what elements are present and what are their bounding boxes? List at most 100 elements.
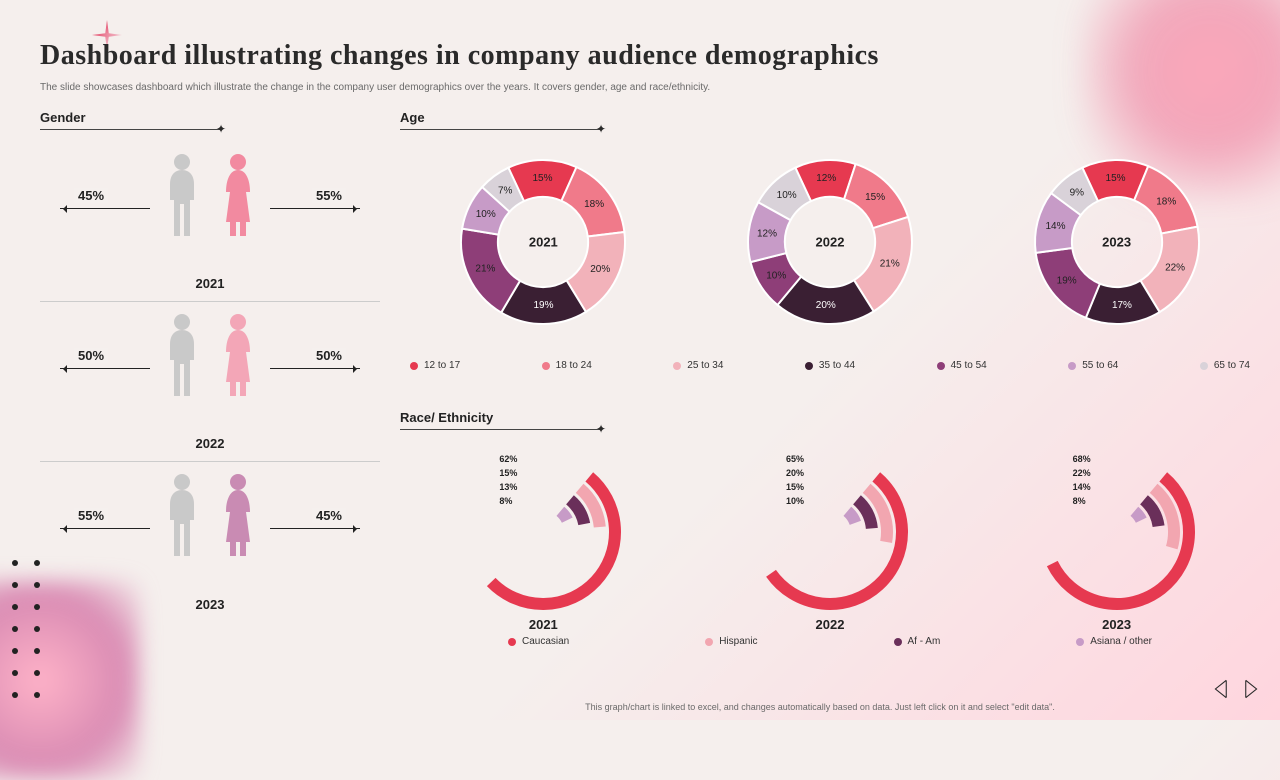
age-donut-year: 2021 bbox=[529, 235, 558, 250]
female-pct: 50% bbox=[312, 348, 346, 363]
svg-text:22%: 22% bbox=[1165, 262, 1185, 273]
race-title: Race/ Ethnicity bbox=[400, 410, 1260, 425]
age-donut: 15% 18% 20% 19% 21% 10% 7% 2021 bbox=[433, 142, 653, 342]
age-legend-item: 35 to 44 bbox=[805, 360, 855, 371]
age-rule bbox=[400, 129, 600, 130]
race-chart: 65%20%15%10% 2022 bbox=[720, 442, 940, 632]
svg-text:18%: 18% bbox=[584, 199, 604, 210]
legend-dot bbox=[1068, 362, 1076, 370]
slide-nav bbox=[1210, 676, 1262, 702]
male-icon bbox=[160, 312, 204, 405]
legend-dot bbox=[542, 362, 550, 370]
svg-text:15%: 15% bbox=[1105, 173, 1125, 184]
legend-dot bbox=[937, 362, 945, 370]
male-pct: 55% bbox=[74, 508, 108, 523]
legend-label: Af - Am bbox=[908, 636, 941, 647]
female-pct: 45% bbox=[312, 508, 346, 523]
legend-dot bbox=[673, 362, 681, 370]
svg-text:10%: 10% bbox=[777, 190, 797, 201]
female-icon bbox=[216, 312, 260, 405]
age-title: Age bbox=[400, 110, 1260, 125]
gender-row: 50% 50% 2022 bbox=[40, 302, 380, 462]
svg-text:19%: 19% bbox=[1056, 275, 1076, 286]
race-value-labels: 65%20%15%10% bbox=[786, 452, 804, 508]
svg-text:9%: 9% bbox=[1069, 187, 1084, 198]
legend-label: 18 to 24 bbox=[556, 360, 592, 371]
slide-subtitle: The slide showcases dashboard which illu… bbox=[40, 82, 1240, 93]
age-donut-year: 2023 bbox=[1102, 235, 1131, 250]
male-pct: 50% bbox=[74, 348, 108, 363]
svg-text:21%: 21% bbox=[880, 258, 900, 269]
legend-label: 25 to 34 bbox=[687, 360, 723, 371]
race-legend-item: Caucasian bbox=[508, 636, 569, 647]
gender-title: Gender bbox=[40, 110, 380, 125]
female-icon bbox=[216, 152, 260, 245]
legend-label: Hispanic bbox=[719, 636, 757, 647]
svg-text:12%: 12% bbox=[816, 173, 836, 184]
legend-dot bbox=[805, 362, 813, 370]
age-legend-item: 25 to 34 bbox=[673, 360, 723, 371]
race-panel: Race/ Ethnicity 62%15%13%8% 2021 65%20%1… bbox=[400, 410, 1260, 647]
female-icon bbox=[216, 472, 260, 565]
gender-year-label: 2021 bbox=[196, 276, 225, 291]
race-chart: 68%22%14%8% 2023 bbox=[1007, 442, 1227, 632]
svg-text:10%: 10% bbox=[476, 209, 496, 220]
svg-text:20%: 20% bbox=[591, 264, 611, 275]
race-chart: 62%15%13%8% 2021 bbox=[433, 442, 653, 632]
legend-dot bbox=[1200, 362, 1208, 370]
svg-text:7%: 7% bbox=[498, 186, 513, 197]
prev-arrow-icon[interactable] bbox=[1210, 676, 1236, 702]
svg-text:15%: 15% bbox=[865, 192, 885, 203]
age-legend-item: 65 to 74 bbox=[1200, 360, 1250, 371]
gender-year-label: 2022 bbox=[196, 436, 225, 451]
legend-dot bbox=[508, 638, 516, 646]
age-legend-item: 55 to 64 bbox=[1068, 360, 1118, 371]
svg-text:12%: 12% bbox=[757, 228, 777, 239]
svg-text:18%: 18% bbox=[1156, 196, 1176, 207]
legend-label: Asiana / other bbox=[1090, 636, 1152, 647]
legend-label: 55 to 64 bbox=[1082, 360, 1118, 371]
age-donut: 12% 15% 21% 20% 10% 12% 10% 2022 bbox=[720, 142, 940, 342]
svg-text:19%: 19% bbox=[534, 300, 554, 311]
gender-rule bbox=[40, 129, 220, 130]
legend-dot bbox=[894, 638, 902, 646]
male-icon bbox=[160, 152, 204, 245]
age-panel: Age 15% 18% 20% 19% 21% 10% 7% 2021 12% 15% 21% 20%… bbox=[400, 110, 1260, 371]
svg-text:17%: 17% bbox=[1112, 300, 1132, 311]
race-rule bbox=[400, 429, 600, 430]
next-arrow-icon[interactable] bbox=[1236, 676, 1262, 702]
slide-title: Dashboard illustrating changes in compan… bbox=[40, 40, 1240, 72]
gender-year-label: 2023 bbox=[196, 597, 225, 612]
legend-label: Caucasian bbox=[522, 636, 569, 647]
race-legend-item: Asiana / other bbox=[1076, 636, 1152, 647]
female-pct: 55% bbox=[312, 188, 346, 203]
legend-label: 45 to 54 bbox=[951, 360, 987, 371]
race-year-label: 2021 bbox=[529, 617, 558, 632]
race-year-label: 2023 bbox=[1102, 617, 1131, 632]
gender-row: 55% 45% 2023 bbox=[40, 462, 380, 622]
race-year-label: 2022 bbox=[816, 617, 845, 632]
footer-note: This graph/chart is linked to excel, and… bbox=[400, 702, 1240, 712]
race-legend-item: Hispanic bbox=[705, 636, 757, 647]
legend-dot bbox=[705, 638, 713, 646]
legend-label: 35 to 44 bbox=[819, 360, 855, 371]
gender-row: 45% 55% 2021 bbox=[40, 142, 380, 302]
gender-panel: Gender 45% 55% 2021 50% 50% 2022 bbox=[40, 110, 380, 622]
svg-text:14%: 14% bbox=[1045, 221, 1065, 232]
race-value-labels: 68%22%14%8% bbox=[1073, 452, 1091, 508]
svg-text:21%: 21% bbox=[476, 263, 496, 274]
age-legend-item: 12 to 17 bbox=[410, 360, 460, 371]
male-icon bbox=[160, 472, 204, 565]
legend-dot bbox=[1076, 638, 1084, 646]
age-donut-year: 2022 bbox=[816, 235, 845, 250]
age-legend-item: 45 to 54 bbox=[937, 360, 987, 371]
race-value-labels: 62%15%13%8% bbox=[499, 452, 517, 508]
race-legend-item: Af - Am bbox=[894, 636, 941, 647]
svg-text:20%: 20% bbox=[816, 300, 836, 311]
svg-text:15%: 15% bbox=[533, 173, 553, 184]
male-pct: 45% bbox=[74, 188, 108, 203]
age-donut: 15% 18% 22% 17% 19% 14% 9% 2023 bbox=[1007, 142, 1227, 342]
age-legend-item: 18 to 24 bbox=[542, 360, 592, 371]
legend-dot bbox=[410, 362, 418, 370]
svg-text:10%: 10% bbox=[766, 271, 786, 282]
